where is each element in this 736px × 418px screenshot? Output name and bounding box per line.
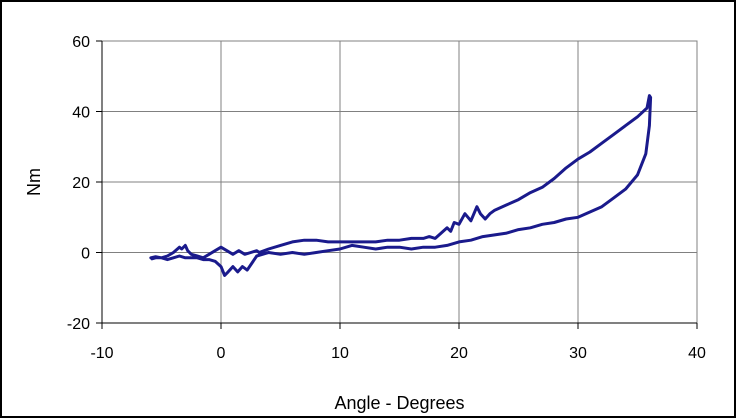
x-axis-title: Angle - Degrees	[334, 393, 464, 413]
axis-lines	[101, 41, 697, 324]
series-line	[149, 94, 653, 277]
y-tick-label: 40	[72, 105, 90, 122]
x-tick-label: 20	[450, 345, 468, 362]
x-tick-label: -10	[90, 345, 113, 362]
y-axis: -20 0 20 40 60	[67, 34, 102, 333]
y-tick-label: 0	[81, 246, 90, 263]
x-tick-label: 0	[217, 345, 226, 362]
y-tick-label: -20	[67, 316, 90, 333]
y-tick-label: 60	[72, 34, 90, 51]
x-tick-label: 30	[569, 345, 587, 362]
y-axis-title: Nm	[24, 168, 44, 196]
gridlines	[101, 40, 698, 324]
y-tick-label: 20	[72, 175, 90, 192]
x-tick-label: 10	[331, 345, 349, 362]
x-tick-label: 40	[688, 345, 706, 362]
x-axis: -10 0 10 20 30 40	[90, 41, 706, 362]
